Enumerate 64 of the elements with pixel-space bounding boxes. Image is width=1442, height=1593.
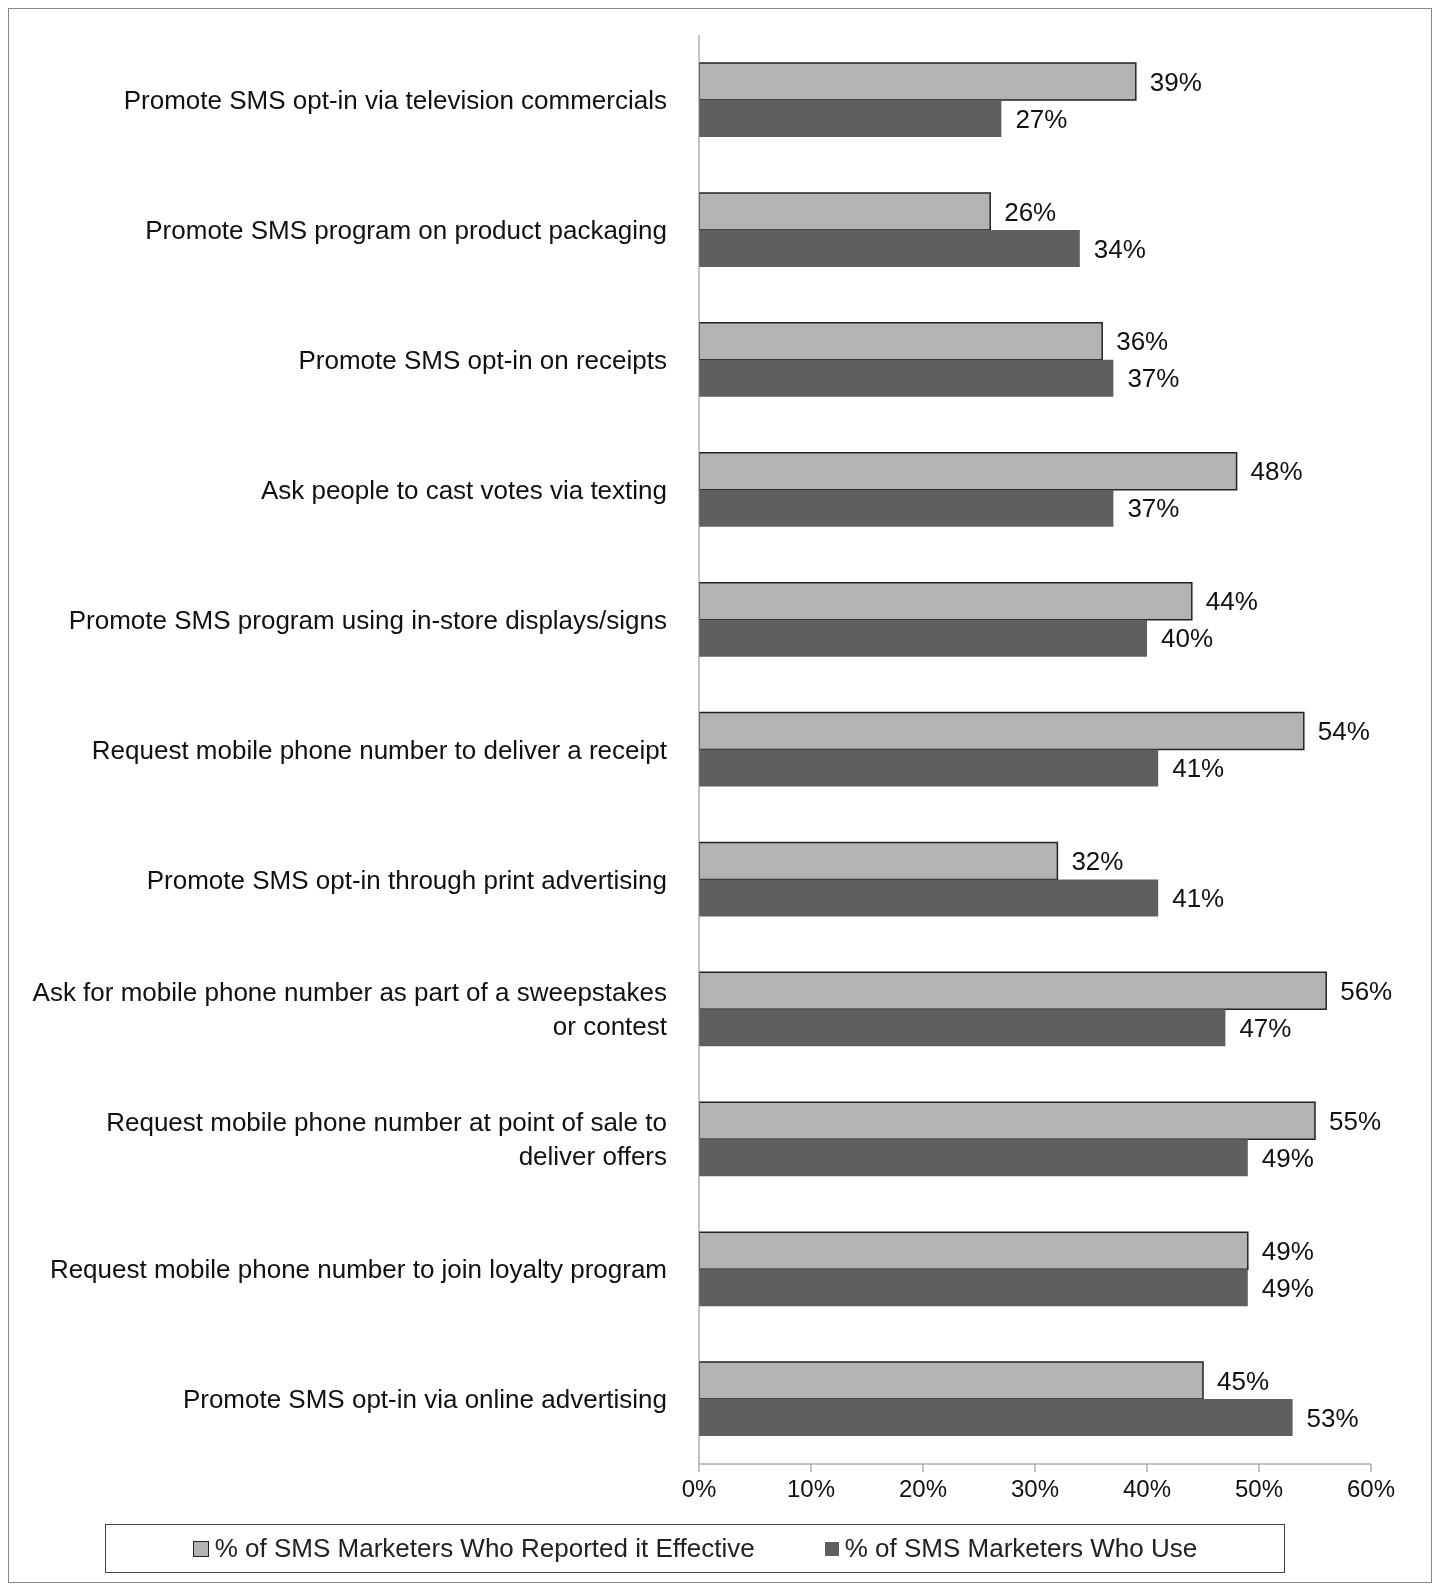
data-label: 34% — [1093, 233, 1146, 264]
bar — [699, 359, 1114, 397]
bar — [699, 1101, 1316, 1141]
bar — [699, 711, 1305, 751]
bar — [699, 1139, 1248, 1177]
y-tick-label: Promote SMS opt-in via television commercials — [123, 85, 667, 116]
bar — [699, 489, 1114, 527]
data-label: 47% — [1239, 1012, 1292, 1043]
x-tick-label: 20% — [898, 1475, 948, 1503]
data-label: 44% — [1205, 586, 1258, 617]
y-tick-label: Ask people to cast votes via texting — [260, 474, 667, 505]
bar — [699, 1231, 1249, 1270]
data-label: 49% — [1261, 1142, 1314, 1173]
data-label: 41% — [1172, 883, 1225, 914]
data-label: 49% — [1261, 1272, 1314, 1303]
data-label: 27% — [1015, 103, 1068, 134]
bar — [699, 971, 1327, 1011]
y-tick-label: Ask for mobile phone number as part of a sweepstakes or contest — [32, 977, 668, 1042]
bar — [699, 1269, 1248, 1307]
bar — [699, 879, 1159, 917]
bar — [699, 451, 1238, 491]
data-label: 32% — [1071, 846, 1124, 877]
bar — [699, 1399, 1293, 1437]
x-tick-label: 40% — [1122, 1475, 1172, 1503]
y-tick-label: Promote SMS program using in-store displays/signs — [68, 604, 667, 635]
data-label: 37% — [1127, 363, 1180, 394]
data-label: 26% — [1004, 196, 1057, 227]
bar — [699, 100, 1002, 137]
data-label: 54% — [1317, 716, 1370, 747]
y-tick-label: Promote SMS opt-in via online advertising — [182, 1384, 667, 1415]
x-tick-label: 10% — [786, 1475, 836, 1503]
bar — [699, 749, 1159, 787]
x-tick-label: 60% — [1346, 1475, 1396, 1503]
data-label: 49% — [1261, 1235, 1314, 1266]
bar — [699, 229, 1080, 267]
data-label: 37% — [1127, 493, 1180, 524]
bar — [699, 322, 1103, 361]
x-tick-label: 50% — [1234, 1475, 1284, 1503]
data-label: 41% — [1172, 753, 1225, 784]
y-tick-label: Request mobile phone number to deliver a receipt — [91, 734, 668, 765]
data-label: 40% — [1161, 623, 1214, 654]
y-tick-label: Promote SMS opt-in on receipts — [298, 344, 667, 375]
bar — [699, 841, 1059, 881]
bar — [699, 581, 1193, 621]
y-tick-label: Request mobile phone number at point of sale to deliver offers — [106, 1107, 667, 1172]
bar — [699, 62, 1137, 101]
x-tick-label: 30% — [1010, 1475, 1060, 1503]
y-tick-label: Request mobile phone number to join loyalty program — [49, 1254, 667, 1285]
bar — [699, 1361, 1204, 1400]
data-label: 55% — [1329, 1105, 1382, 1136]
data-label: 45% — [1217, 1365, 1270, 1396]
bar — [699, 192, 991, 231]
legend-label: % of SMS Marketers Who Reported it Effective — [214, 1533, 755, 1564]
y-tick-label: Promote SMS program on product packaging — [145, 214, 667, 245]
data-label: 39% — [1149, 66, 1202, 97]
data-label: 53% — [1306, 1402, 1359, 1433]
data-label: 36% — [1116, 326, 1169, 357]
y-tick-label: Promote SMS opt-in through print advertising — [146, 864, 667, 895]
data-label: 48% — [1250, 456, 1303, 487]
data-label: 56% — [1340, 975, 1393, 1006]
bar — [699, 1009, 1226, 1047]
legend-label: % of SMS Marketers Who Use — [844, 1533, 1198, 1564]
x-tick-label: 0% — [681, 1475, 717, 1503]
bar — [699, 619, 1147, 657]
